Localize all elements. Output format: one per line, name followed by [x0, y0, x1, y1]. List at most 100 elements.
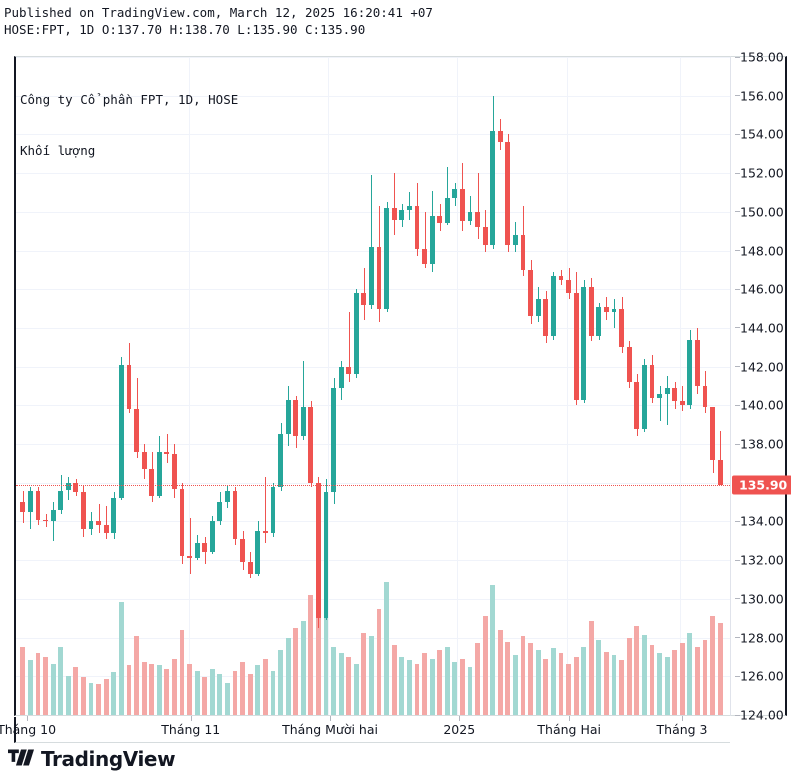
candle-body: [596, 306, 602, 336]
candle-body: [262, 531, 268, 534]
candle-wick: [470, 196, 471, 226]
volume-bar: [611, 655, 617, 715]
candle-body: [20, 502, 26, 512]
candle-wick: [682, 386, 683, 412]
candle-body: [581, 287, 587, 400]
price-axis-tick-mark: [735, 56, 740, 58]
price-axis-frame: [730, 56, 787, 716]
candle-wick: [660, 386, 661, 421]
grid-line-horizontal: [16, 95, 730, 97]
volume-bar: [550, 648, 556, 715]
time-axis-tick: Tháng 3: [656, 722, 708, 737]
volume-bar: [664, 656, 670, 715]
volume-bar: [96, 684, 102, 715]
grid-line-vertical: [567, 57, 569, 715]
grid-line-horizontal: [16, 598, 730, 600]
candle-wick: [394, 173, 395, 236]
candle-body: [73, 482, 79, 493]
candle-body: [50, 509, 56, 522]
candle-wick: [99, 504, 100, 534]
candle-body: [460, 188, 465, 222]
volume-bar: [634, 626, 640, 715]
candle-body: [346, 366, 352, 375]
candle-body: [497, 130, 503, 143]
volume-bar: [187, 663, 192, 715]
volume-bar: [573, 656, 579, 715]
price-axis[interactable]: 158.00 156.00 154.00 152.00 150.00 148.00 146.…: [732, 50, 791, 723]
volume-bar: [73, 667, 79, 715]
time-axis[interactable]: Tháng 10 Tháng 11 Tháng Mười hai 2025 Tháng …: [0, 716, 730, 743]
volume-bar: [641, 634, 647, 715]
volume-bar: [657, 653, 662, 715]
current-price-tag[interactable]: 135.90: [732, 475, 791, 495]
volume-bar: [528, 643, 534, 715]
chart-frame: [14, 56, 730, 716]
volume-bar: [376, 609, 382, 715]
volume-bar: [171, 658, 177, 715]
volume-bar: [225, 682, 230, 715]
volume-bar: [520, 636, 526, 715]
volume-bar: [308, 595, 314, 715]
candle-body: [316, 482, 321, 619]
grid-line-horizontal: [16, 482, 730, 484]
volume-bar: [581, 646, 587, 715]
volume-bar: [262, 658, 268, 715]
time-axis-tick: Tháng Hai: [537, 722, 601, 737]
candle-body: [103, 525, 109, 534]
volume-bar: [717, 622, 723, 715]
price-axis-tick: 130.00: [735, 591, 784, 606]
volume-bar: [672, 650, 678, 715]
grid-line-vertical: [188, 57, 190, 715]
volume-bar: [543, 658, 549, 715]
volume-bar: [285, 638, 291, 715]
volume-bar: [399, 656, 405, 715]
price-axis-tick: 156.00: [735, 88, 784, 103]
price-axis-tick: 126.00: [735, 669, 784, 684]
candle-wick: [425, 211, 426, 268]
volume-bar: [202, 677, 208, 715]
grid-line-horizontal: [16, 327, 730, 329]
price-axis-tick: 150.00: [735, 204, 784, 219]
candle-body: [535, 298, 541, 317]
candle-body: [619, 308, 625, 348]
volume-bar: [460, 658, 465, 715]
price-axis-tick-mark: [735, 675, 740, 677]
candle-body: [437, 215, 443, 224]
candle-body: [141, 451, 147, 470]
candle-body: [626, 347, 632, 383]
price-axis-tick: 152.00: [735, 166, 784, 181]
volume-bar: [270, 670, 276, 715]
candle-body: [717, 459, 723, 485]
candle-body: [687, 339, 693, 406]
candle-body: [505, 142, 511, 245]
candle-body: [247, 562, 253, 574]
candle-wick: [303, 360, 304, 441]
candle-body: [649, 364, 655, 398]
price-axis-tick-mark: [735, 95, 740, 97]
volume-bar: [88, 682, 94, 715]
volume-bar: [444, 646, 450, 715]
price-axis-tick: 148.00: [735, 243, 784, 258]
candle-wick: [720, 430, 721, 485]
time-axis-tick-mark: [330, 716, 332, 721]
volume-bar: [558, 653, 564, 715]
candle-wick: [190, 517, 191, 574]
price-axis-tick: 132.00: [735, 553, 784, 568]
candle-body: [475, 211, 481, 228]
chart-plot-area[interactable]: Công ty Cổ phần FPT, 1D, HOSE Khối lượng: [16, 57, 730, 715]
time-axis-tick: Tháng 10: [0, 722, 57, 737]
price-axis-tick-mark: [735, 598, 740, 600]
volume-bar: [505, 641, 511, 715]
grid-line-horizontal: [16, 444, 730, 446]
volume-bar: [414, 663, 420, 715]
candle-body: [528, 269, 534, 317]
volume-bar: [596, 639, 602, 715]
volume-bar: [422, 653, 427, 715]
volume-bar: [482, 615, 488, 715]
candle-body: [96, 521, 102, 526]
price-axis-tick-mark: [735, 443, 740, 445]
candle-body: [194, 542, 200, 559]
candle-body: [225, 490, 230, 503]
volume-bar: [626, 638, 632, 715]
